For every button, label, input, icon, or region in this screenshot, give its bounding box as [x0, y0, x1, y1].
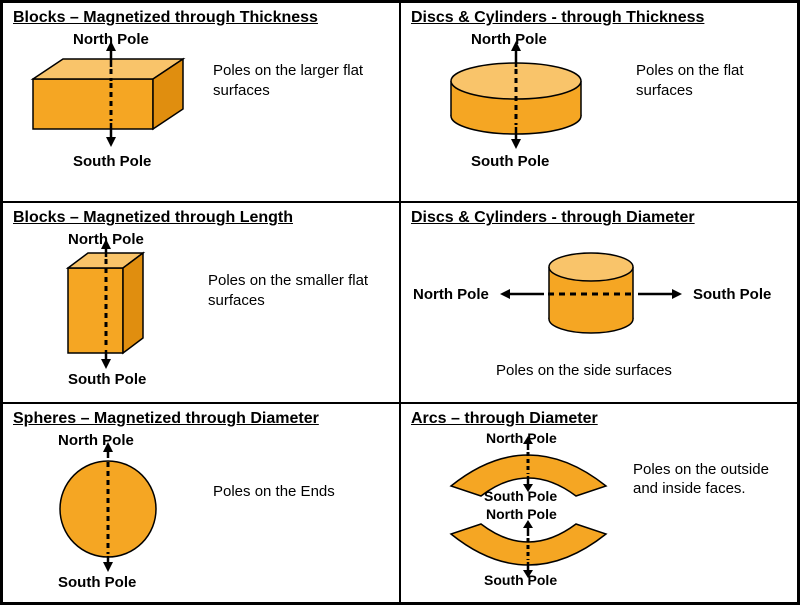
cell-sphere: Spheres – Magnetized through Diameter No…	[2, 403, 400, 603]
north-label-2: North Pole	[486, 506, 557, 522]
diagram-grid: Blocks – Magnetized through Thickness No…	[0, 0, 800, 605]
cell-content: North Pole South Pole Poles on the Ends	[13, 432, 389, 596]
cell-content: North Pole South Pole Poles on the small…	[13, 231, 389, 395]
arc-shape-2	[446, 522, 611, 578]
south-label: South Pole	[693, 286, 771, 303]
desc-text: Poles on the larger flat surfaces	[213, 61, 383, 100]
cell-block-length: Blocks – Magnetized through Length North…	[2, 202, 400, 402]
cell-content: North Pole South Pole Poles on the flat …	[411, 31, 787, 195]
cell-content: North Pole South Pole Poles on the large…	[13, 31, 389, 195]
desc-text: Poles on the smaller flat surfaces	[208, 271, 383, 310]
south-label: South Pole	[73, 153, 151, 170]
sphere-shape	[53, 454, 163, 564]
desc-text: Poles on the Ends	[213, 482, 383, 502]
disc-shape	[441, 61, 591, 141]
north-label: North Pole	[413, 286, 489, 303]
cyl-shape	[536, 249, 646, 339]
south-label: South Pole	[471, 153, 549, 170]
cell-content: North Pole South Pole North Pole	[411, 432, 787, 596]
desc-text: Poles on the side surfaces	[496, 361, 746, 381]
cell-title: Discs & Cylinders - through Diameter	[411, 209, 787, 227]
south-label-2: South Pole	[484, 572, 557, 588]
north-label: North Pole	[58, 432, 134, 449]
cell-title: Discs & Cylinders - through Thickness	[411, 9, 787, 27]
cell-content: North Pole South Pole Poles on the side …	[411, 231, 787, 395]
block-shape	[68, 253, 168, 363]
south-label: South Pole	[58, 574, 136, 591]
cell-title: Arcs – through Diameter	[411, 410, 787, 428]
south-label-1: South Pole	[484, 488, 557, 504]
north-label: North Pole	[471, 31, 547, 48]
cell-disc-diameter: Discs & Cylinders - through Diameter Nor…	[400, 202, 798, 402]
cell-disc-thickness: Discs & Cylinders - through Thickness No…	[400, 2, 798, 202]
south-label: South Pole	[68, 371, 146, 388]
cell-title: Blocks – Magnetized through Length	[13, 209, 389, 227]
desc-text: Poles on the flat surfaces	[636, 61, 786, 100]
cell-block-thickness: Blocks – Magnetized through Thickness No…	[2, 2, 400, 202]
cell-arcs: Arcs – through Diameter North Pole South…	[400, 403, 798, 603]
block-shape	[33, 59, 193, 139]
desc-text: Poles on the outside and inside faces.	[633, 460, 793, 499]
cell-title: Spheres – Magnetized through Diameter	[13, 410, 389, 428]
cell-title: Blocks – Magnetized through Thickness	[13, 9, 389, 27]
